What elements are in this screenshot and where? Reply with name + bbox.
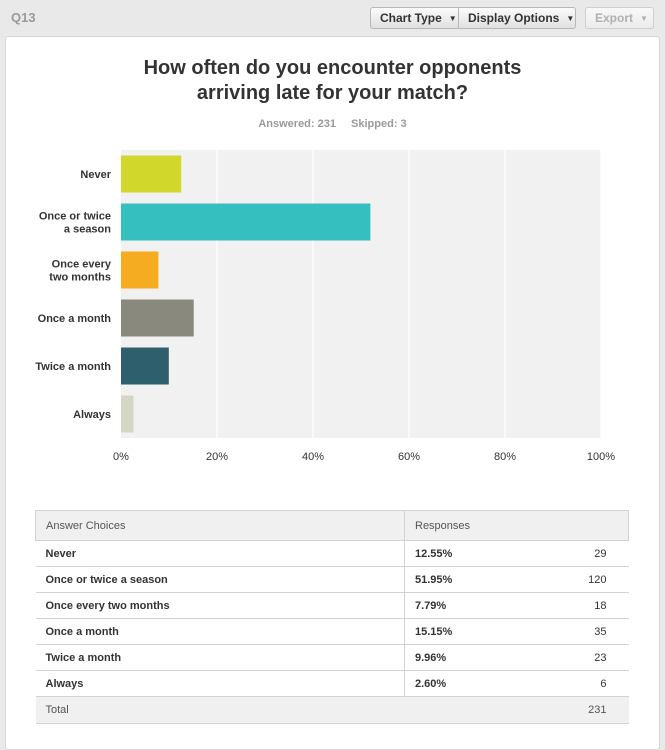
count-cell: 120 <box>525 566 629 593</box>
chevron-down-icon: ▼ <box>448 14 457 23</box>
header-answer-choices: Answer Choices <box>35 510 405 541</box>
bar <box>121 251 159 289</box>
percent-cell: 51.95% <box>403 566 526 593</box>
responses-table: Answer Choices Responses Never 12.55% 29… <box>35 510 629 724</box>
chart-type-label: Chart Type <box>380 11 442 25</box>
table-header-row: Answer Choices Responses <box>35 510 629 541</box>
category-label: Never <box>80 169 111 181</box>
x-tick-label: 20% <box>206 451 228 463</box>
percent-cell: 9.96% <box>403 644 526 671</box>
percent-cell: 12.55% <box>403 540 526 567</box>
total-empty-cell <box>404 696 526 724</box>
question-title-line-2: arriving late for your match? <box>196 82 469 104</box>
count-cell: 6 <box>525 670 629 697</box>
response-stats: Answered: 231 Skipped: 3 <box>0 118 665 130</box>
table-row: Never 12.55% 29 <box>35 540 629 567</box>
bar <box>121 155 182 193</box>
category-label: Once a month <box>38 313 112 325</box>
x-tick-label: 0% <box>113 451 129 463</box>
export-button[interactable]: Export ▼ <box>585 7 654 29</box>
x-tick-label: 60% <box>398 451 420 463</box>
choice-cell: Once a month <box>35 618 405 645</box>
count-cell: 23 <box>525 644 629 671</box>
bar <box>121 395 134 433</box>
percent-cell: 7.79% <box>403 592 526 619</box>
category-label: Always <box>73 409 111 421</box>
x-tick-label: 100% <box>587 451 615 463</box>
x-tick-label: 80% <box>494 451 516 463</box>
answered-count: Answered: 231 <box>258 118 336 130</box>
total-count: 231 <box>525 696 629 724</box>
table-row: Once or twice a season 51.95% 120 <box>35 566 629 593</box>
bar <box>121 347 169 385</box>
export-label: Export <box>595 11 634 25</box>
chevron-down-icon: ▼ <box>566 14 575 23</box>
category-label: Twice a month <box>35 361 111 373</box>
count-cell: 18 <box>525 592 629 619</box>
display-options-label: Display Options <box>468 11 560 25</box>
choice-cell: Always <box>35 670 405 697</box>
skipped-count: Skipped: 3 <box>351 118 407 130</box>
choice-cell: Twice a month <box>35 644 405 671</box>
category-label: Once or twice <box>39 211 111 223</box>
header-responses: Responses <box>404 510 629 541</box>
bar <box>121 299 194 337</box>
total-label: Total <box>35 696 405 724</box>
percent-cell: 2.60% <box>403 670 526 697</box>
count-cell: 29 <box>525 540 629 567</box>
table-total-row: Total 231 <box>35 696 629 724</box>
question-title-line-1: How often do you encounter opponents <box>143 57 522 79</box>
category-label: a season <box>64 224 111 236</box>
table-row: Once a month 15.15% 35 <box>35 618 629 645</box>
percent-cell: 15.15% <box>403 618 526 645</box>
table-row: Twice a month 9.96% 23 <box>35 644 629 671</box>
choice-cell: Once every two months <box>35 592 405 619</box>
chart-type-button[interactable]: Chart Type ▼ <box>370 7 459 29</box>
table-row: Once every two months 7.79% 18 <box>35 592 629 619</box>
category-label: Once every <box>52 259 112 271</box>
choice-cell: Never <box>35 540 405 567</box>
question-title: How often do you encounter opponents arr… <box>0 56 665 106</box>
table-row: Always 2.60% 6 <box>35 670 629 697</box>
question-number: Q13 <box>11 10 36 25</box>
display-options-button[interactable]: Display Options ▼ <box>458 7 576 29</box>
count-cell: 35 <box>525 618 629 645</box>
toolbar: Q13 Chart Type ▼ Display Options ▼ Export ▼ <box>0 0 665 36</box>
plot-background <box>121 150 601 438</box>
x-tick-label: 40% <box>302 451 324 463</box>
bar <box>121 203 371 241</box>
choice-cell: Once or twice a season <box>35 566 405 593</box>
category-label: two months <box>49 272 111 284</box>
chevron-down-icon: ▼ <box>640 14 648 23</box>
